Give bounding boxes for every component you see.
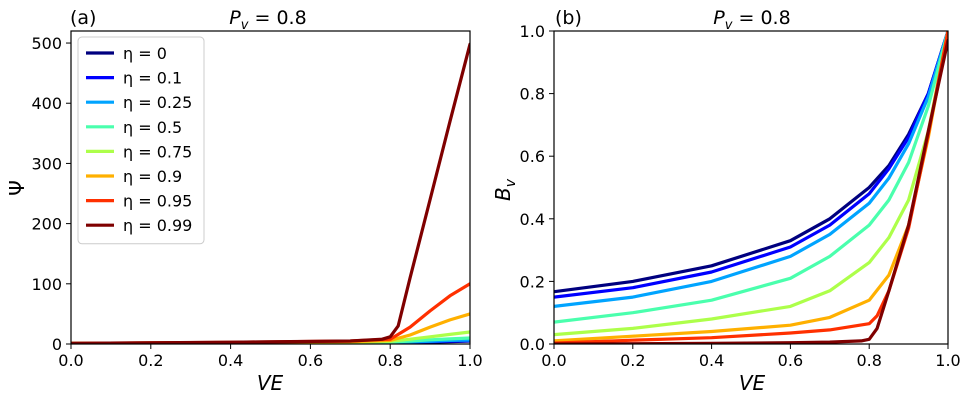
panel-b-y-tick-label: 1.0 [520,22,545,41]
panel-a-y-tick-label: 200 [31,215,62,234]
panel-a-xlabel: VE [257,371,284,395]
panel-b-y-tick-label: 0.0 [520,335,545,354]
panel-b-xlabel: VE [739,371,766,395]
panel-a-ylabel: Ψ [5,180,29,196]
panel-b-x-tick-label: 0.6 [778,351,803,370]
legend: η = 0 η = 0.1 η = 0.25 η = 0.5 η = 0.75 η = 0… [77,36,205,245]
panel-a-title: Pv = 0.8 [229,7,306,33]
panel-b-series-line [554,31,948,324]
panel-b-series-line [554,31,948,294]
legend-box [77,36,205,245]
panel-b-y-tick-label: 0.4 [520,210,545,229]
panel-b-frame [553,30,949,345]
panel-b-series-line [554,31,948,308]
panel-b-label: (b) [555,7,582,29]
panel-a-x-tick-label: 0.6 [298,351,323,370]
panel-b-series-line [554,31,948,344]
panel-a-x-tick-label: 0.0 [58,351,83,370]
panel-b-x-tick-label: 0.0 [541,351,566,370]
panel-a-y-tick-label: 400 [31,94,62,113]
legend-entry-label: η = 0.5 [123,118,182,137]
panel-b-y-tick-label: 0.2 [520,272,545,291]
panel-b-y-ticks: 0.0 0.2 0.4 0.6 0.8 1.0 [520,22,554,354]
panel-b-curves [554,31,948,344]
legend-entry-label: η = 0.75 [123,142,192,161]
panel-b-x-tick-label: 0.8 [856,351,881,370]
panel-a-y-tick-label: 0 [52,335,62,354]
panel-a-y-tick-label: 100 [31,275,62,294]
legend-entry-label: η = 0.9 [123,167,182,186]
panel-a-x-ticks: 0.0 0.2 0.4 0.6 0.8 1.0 [58,344,483,370]
panel-b-series-line [554,31,948,299]
panel-a-x-tick-label: 0.4 [218,351,243,370]
panel-b: (b) Pv = 0.8 0.0 0.2 0.4 0.6 0.8 1.0 0.00.20.… [491,7,961,395]
panel-b-x-tick-label: 1.0 [935,351,960,370]
legend-entry-label: η = 0.25 [123,93,192,112]
panel-a-label: (a) [70,7,96,29]
panel-b-title: Pv = 0.8 [713,7,790,33]
legend-entry-label: η = 0.99 [123,216,192,235]
panel-a-frame [70,30,471,345]
legend-entry-label: η = 0.95 [123,192,192,211]
panel-a-x-tick-label: 0.8 [377,351,402,370]
legend-entry-label: η = 0.1 [123,69,182,88]
panel-b-x-tick-label: 0.4 [699,351,724,370]
panel-a-x-tick-label: 0.2 [138,351,163,370]
panel-b-y-tick-label: 0.8 [520,85,545,104]
panel-a-curves [71,42,470,344]
panel-b-ylabel: Bv [491,178,519,201]
panel-a: (a) Pv = 0.8 0.0 0.2 0.4 0.6 0.8 1.0 0 100 200 3… [5,7,483,395]
panel-a-y-tick-label: 300 [31,154,62,173]
panel-b-x-tick-label: 0.2 [620,351,645,370]
panel-b-y-tick-label: 0.6 [520,147,545,166]
panel-b-series-line [554,31,948,337]
panel-b-x-ticks: 0.0 0.2 0.4 0.6 0.8 1.0 [541,344,961,370]
panel-a-y-tick-label: 500 [31,34,62,53]
panel-a-y-ticks: 0 100 200 300 400 500 [31,34,71,354]
panel-a-x-tick-label: 1.0 [457,351,482,370]
legend-entry-label: η = 0 [123,44,167,63]
panel-a-series-line [71,42,470,344]
